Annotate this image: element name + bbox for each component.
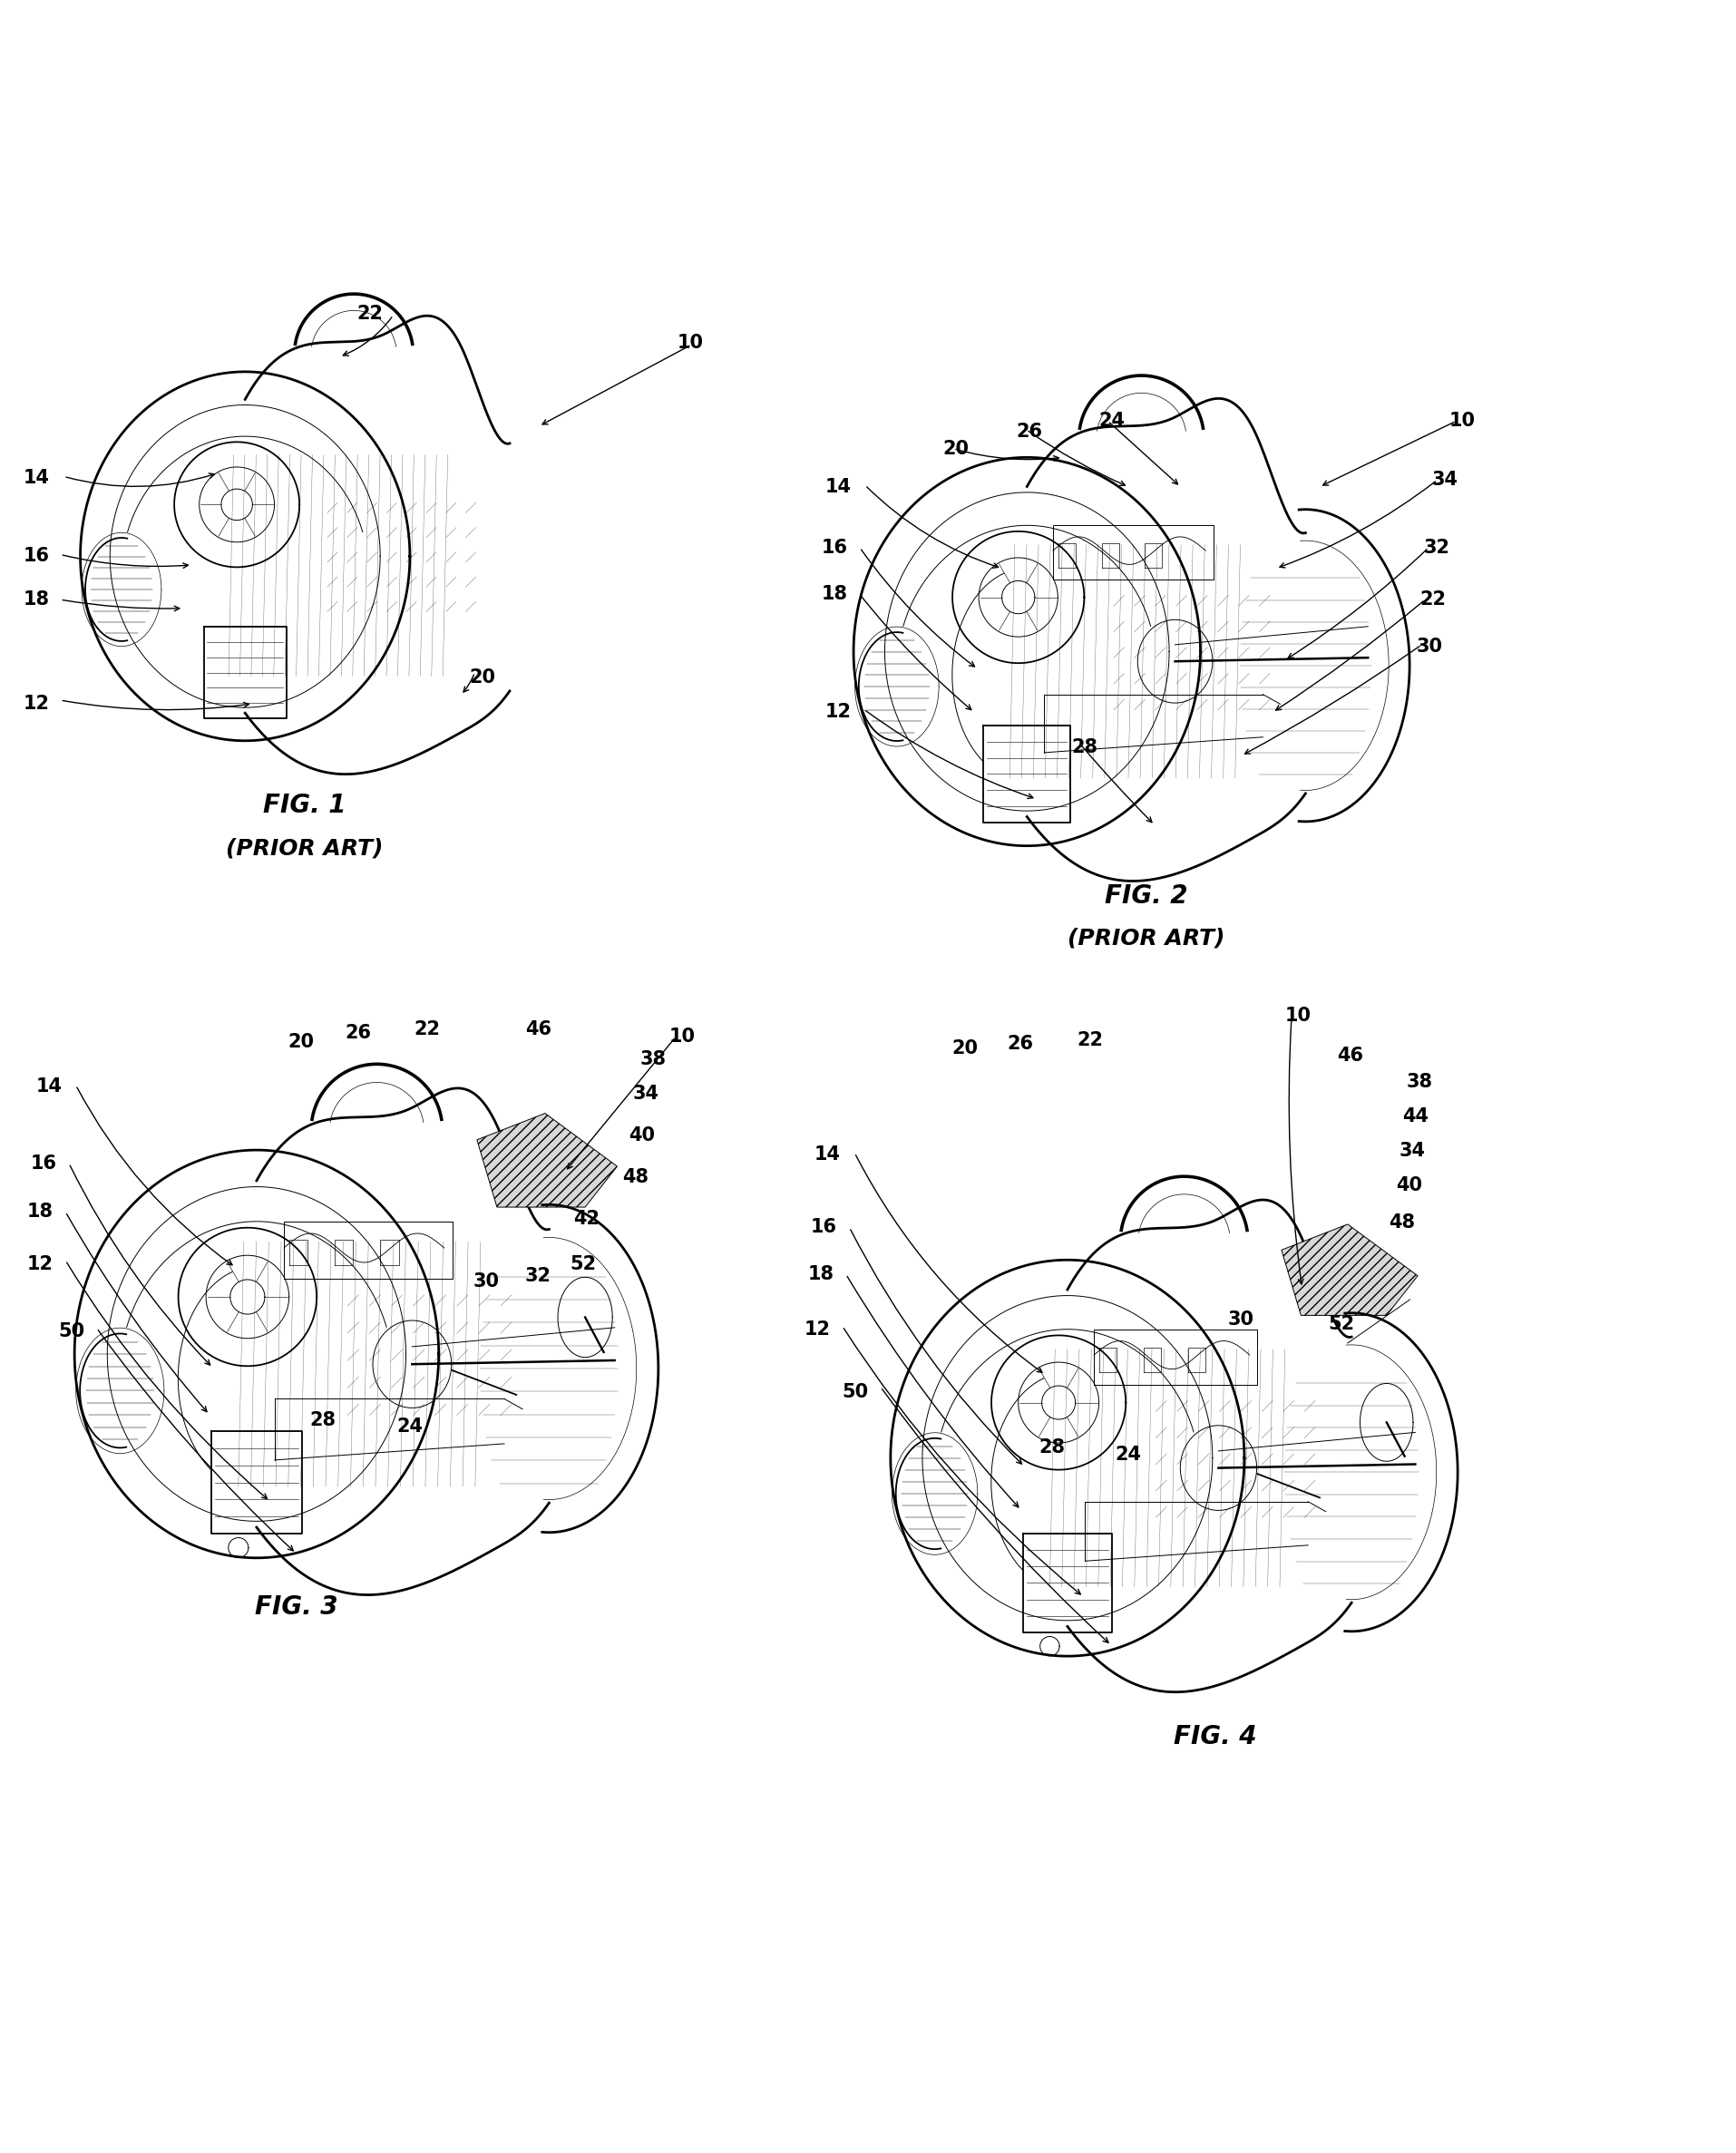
Text: FIG. 3: FIG. 3 xyxy=(255,1593,337,1619)
Text: 52: 52 xyxy=(569,1255,595,1272)
Text: 52: 52 xyxy=(1328,1315,1354,1333)
Text: 14: 14 xyxy=(24,469,50,487)
Text: 30: 30 xyxy=(1227,1311,1253,1328)
Text: 16: 16 xyxy=(821,538,847,558)
Text: 48: 48 xyxy=(621,1169,648,1186)
Text: FIG. 1: FIG. 1 xyxy=(264,792,345,818)
Text: 18: 18 xyxy=(807,1266,833,1283)
Text: 12: 12 xyxy=(804,1320,830,1339)
Text: 12: 12 xyxy=(24,695,50,713)
Text: 18: 18 xyxy=(28,1204,54,1221)
Text: FIG. 4: FIG. 4 xyxy=(1174,1725,1257,1750)
Text: 28: 28 xyxy=(309,1410,337,1430)
Text: 10: 10 xyxy=(677,334,703,351)
Text: 20: 20 xyxy=(469,670,495,687)
Text: 12: 12 xyxy=(28,1255,54,1272)
Text: 24: 24 xyxy=(396,1417,424,1436)
Text: 12: 12 xyxy=(825,704,851,721)
Text: (PRIOR ART): (PRIOR ART) xyxy=(226,838,384,859)
Polygon shape xyxy=(1281,1225,1417,1315)
Text: 50: 50 xyxy=(57,1322,85,1341)
Text: 34: 34 xyxy=(632,1085,658,1102)
Text: 16: 16 xyxy=(24,547,50,566)
Text: 14: 14 xyxy=(825,478,851,495)
Text: 14: 14 xyxy=(814,1145,840,1163)
Text: 18: 18 xyxy=(24,590,50,609)
Text: 22: 22 xyxy=(1420,590,1446,609)
Text: 26: 26 xyxy=(344,1025,372,1042)
Text: 34: 34 xyxy=(1432,472,1458,489)
Text: 42: 42 xyxy=(573,1210,599,1227)
Text: 32: 32 xyxy=(524,1266,550,1285)
Text: 22: 22 xyxy=(356,304,384,323)
Text: 28: 28 xyxy=(1038,1438,1064,1458)
Text: 46: 46 xyxy=(524,1021,550,1038)
Text: FIG. 2: FIG. 2 xyxy=(1104,883,1187,909)
Text: 44: 44 xyxy=(1403,1107,1429,1126)
Text: 24: 24 xyxy=(1115,1445,1141,1464)
Text: 50: 50 xyxy=(842,1382,868,1402)
Text: 10: 10 xyxy=(668,1027,694,1046)
Text: 38: 38 xyxy=(1406,1072,1432,1092)
Text: 38: 38 xyxy=(639,1051,665,1068)
Text: 22: 22 xyxy=(1076,1031,1102,1049)
Text: 34: 34 xyxy=(1399,1141,1425,1160)
Text: 20: 20 xyxy=(951,1040,977,1057)
Text: 30: 30 xyxy=(1417,637,1443,655)
Text: 10: 10 xyxy=(1285,1008,1311,1025)
Text: 32: 32 xyxy=(1424,538,1450,558)
Text: 46: 46 xyxy=(1337,1046,1363,1066)
Text: 22: 22 xyxy=(413,1021,441,1038)
Text: 28: 28 xyxy=(1071,738,1097,756)
Text: (PRIOR ART): (PRIOR ART) xyxy=(1068,928,1224,949)
Text: 16: 16 xyxy=(31,1154,57,1171)
Text: 30: 30 xyxy=(472,1272,498,1290)
Text: 32: 32 xyxy=(1316,1283,1342,1303)
Text: 40: 40 xyxy=(628,1126,654,1145)
Text: 14: 14 xyxy=(36,1079,62,1096)
Text: 16: 16 xyxy=(811,1219,837,1236)
Text: 20: 20 xyxy=(943,439,969,459)
Text: 24: 24 xyxy=(1099,411,1125,431)
Text: 20: 20 xyxy=(286,1033,314,1051)
Text: 10: 10 xyxy=(1450,411,1476,431)
Polygon shape xyxy=(477,1113,616,1208)
Text: 48: 48 xyxy=(1389,1212,1415,1232)
Text: 26: 26 xyxy=(1007,1033,1033,1053)
Text: 26: 26 xyxy=(1016,422,1042,441)
Text: 40: 40 xyxy=(1396,1178,1422,1195)
Text: 18: 18 xyxy=(821,586,847,603)
